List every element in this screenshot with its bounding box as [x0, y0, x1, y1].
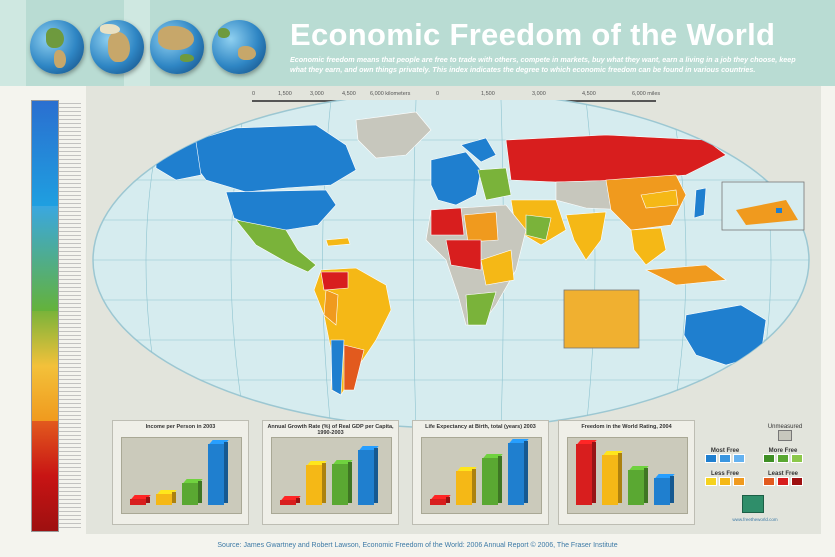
bar-most-free	[358, 446, 379, 505]
unmeasured-swatch	[778, 430, 792, 441]
bar-least-free	[576, 440, 597, 505]
southeast-asia	[630, 227, 667, 266]
chart-life-expectancy: Life Expectancy at Birth, total (years) …	[412, 420, 549, 525]
bar-more-free	[482, 454, 503, 505]
ranking-country-list	[59, 100, 81, 530]
chart-title: Freedom in the World Rating, 2004	[581, 424, 672, 430]
new-zealand	[773, 361, 789, 386]
globe-americas-icon	[30, 20, 84, 74]
fraser-website[interactable]: www.freetheworld.com	[732, 517, 778, 522]
key-more-free: More Free	[758, 448, 808, 465]
globe-africa-icon	[90, 20, 144, 74]
bar-most-free	[654, 474, 675, 505]
bar-most-free	[508, 439, 529, 505]
chart-gdp-growth: Annual Growth Rate (%) of Real GDP per C…	[262, 420, 399, 525]
bar-more-free	[182, 479, 203, 505]
india	[565, 211, 607, 261]
chart-title: Life Expectancy at Birth, total (years) …	[425, 424, 536, 430]
russia	[505, 134, 727, 183]
bar-most-free	[208, 440, 229, 505]
japan	[693, 187, 707, 219]
chart-plot-area	[121, 437, 242, 514]
mexico	[235, 219, 317, 273]
bar-more-free	[332, 460, 353, 505]
chart-income-per-person: Income per Person in 2003	[112, 420, 249, 525]
key-less-free: Less Free	[700, 471, 750, 488]
world-map	[92, 100, 810, 429]
fraser-logo	[742, 495, 764, 513]
bar-least-free	[130, 495, 151, 505]
key-unmeasured: Unmeasured	[760, 424, 810, 443]
chile	[330, 339, 345, 396]
page-title: Economic Freedom of the World	[290, 17, 776, 52]
chart-plot-area	[421, 437, 542, 514]
bar-less-free	[456, 467, 477, 505]
ranking-color-strip	[31, 100, 59, 532]
bar-less-free	[306, 461, 327, 505]
globe-pacific-icon	[212, 20, 266, 74]
source-citation: Source: James Gwartney and Robert Lawson…	[217, 542, 618, 549]
chart-title: Annual Growth Rate (%) of Real GDP per C…	[267, 424, 394, 436]
bar-less-free	[602, 451, 623, 505]
header-stripe	[0, 0, 26, 86]
europe-west	[430, 151, 482, 206]
united-states	[225, 189, 337, 231]
argentina	[343, 344, 365, 391]
bar-least-free	[430, 495, 451, 505]
canada	[190, 124, 357, 193]
chart-freedom-rating: Freedom in the World Rating, 2004	[558, 420, 695, 525]
chart-plot-area	[271, 437, 392, 514]
bar-more-free	[628, 466, 649, 505]
chart-plot-area	[567, 437, 688, 514]
bar-least-free	[280, 496, 301, 505]
km-scale: 0 1,500 3,000 4,500 6,000 kilometers	[252, 91, 417, 105]
bar-less-free	[156, 490, 177, 505]
chart-title: Income per Person in 2003	[145, 424, 216, 430]
page-subtitle: Economic freedom means that people are f…	[290, 55, 796, 74]
greenland	[355, 111, 432, 159]
venezuela	[320, 271, 349, 291]
europe-east	[477, 167, 512, 201]
key-most-free: Most Free	[700, 448, 750, 465]
key-least-free: Least Free	[758, 471, 808, 488]
globe-asia-icon	[150, 20, 204, 74]
inset-southeast-asia	[563, 289, 640, 349]
